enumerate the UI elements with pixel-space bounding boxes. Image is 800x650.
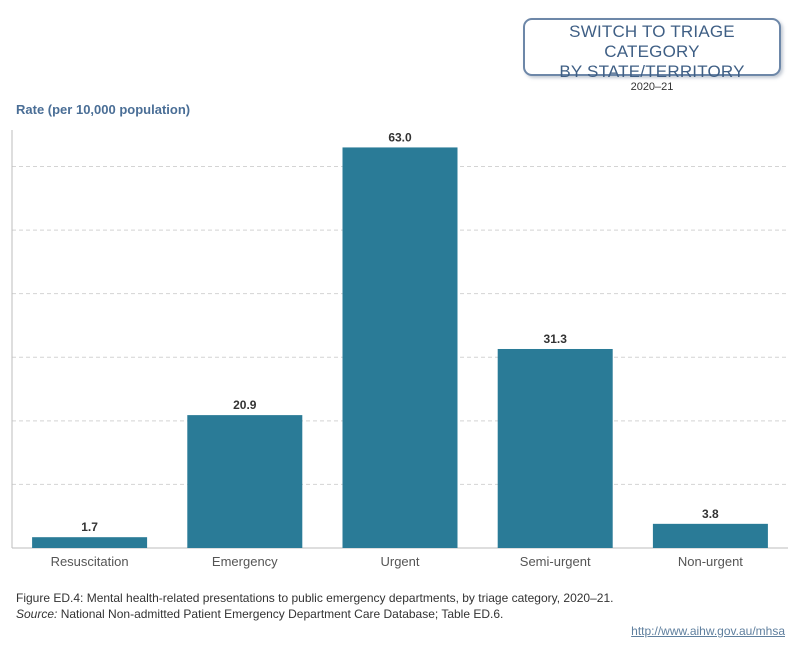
source-label: Source: (16, 607, 58, 621)
switch-button-line2: BY STATE/TERRITORY (559, 62, 745, 81)
bar-semi-urgent (497, 348, 613, 548)
data-label: 3.8 (702, 507, 719, 521)
data-label: 63.0 (388, 130, 412, 144)
switch-button-year: 2020–21 (630, 81, 674, 93)
figure-caption-text: Figure ED.4: Mental health-related prese… (16, 591, 614, 605)
data-label: 31.3 (544, 332, 568, 346)
data-label: 20.9 (233, 398, 257, 412)
bar-emergency (187, 415, 303, 548)
x-tick-label: Emergency (212, 554, 278, 569)
aihw-url-link[interactable]: http://www.aihw.gov.au/mhsa (631, 624, 785, 638)
y-axis-title: Rate (per 10,000 population) (16, 102, 191, 117)
x-tick-label: Non-urgent (678, 554, 743, 569)
x-tick-label: Resuscitation (51, 554, 129, 569)
switch-button-line1: SWITCH TO TRIAGE CATEGORY (569, 22, 735, 61)
x-tick-label: Semi-urgent (520, 554, 591, 569)
x-tick-label: Urgent (380, 554, 419, 569)
bar-resuscitation (32, 537, 148, 548)
data-label: 1.7 (81, 520, 98, 534)
switch-to-state-territory-button[interactable]: SWITCH TO TRIAGE CATEGORY BY STATE/TERRI… (523, 18, 781, 93)
bar-non-urgent (652, 523, 768, 548)
source-text: National Non-admitted Patient Emergency … (57, 607, 504, 621)
bar-urgent (342, 147, 458, 548)
source-line: Source: National Non-admitted Patient Em… (16, 606, 613, 622)
figure-caption: Figure ED.4: Mental health-related prese… (16, 590, 613, 622)
